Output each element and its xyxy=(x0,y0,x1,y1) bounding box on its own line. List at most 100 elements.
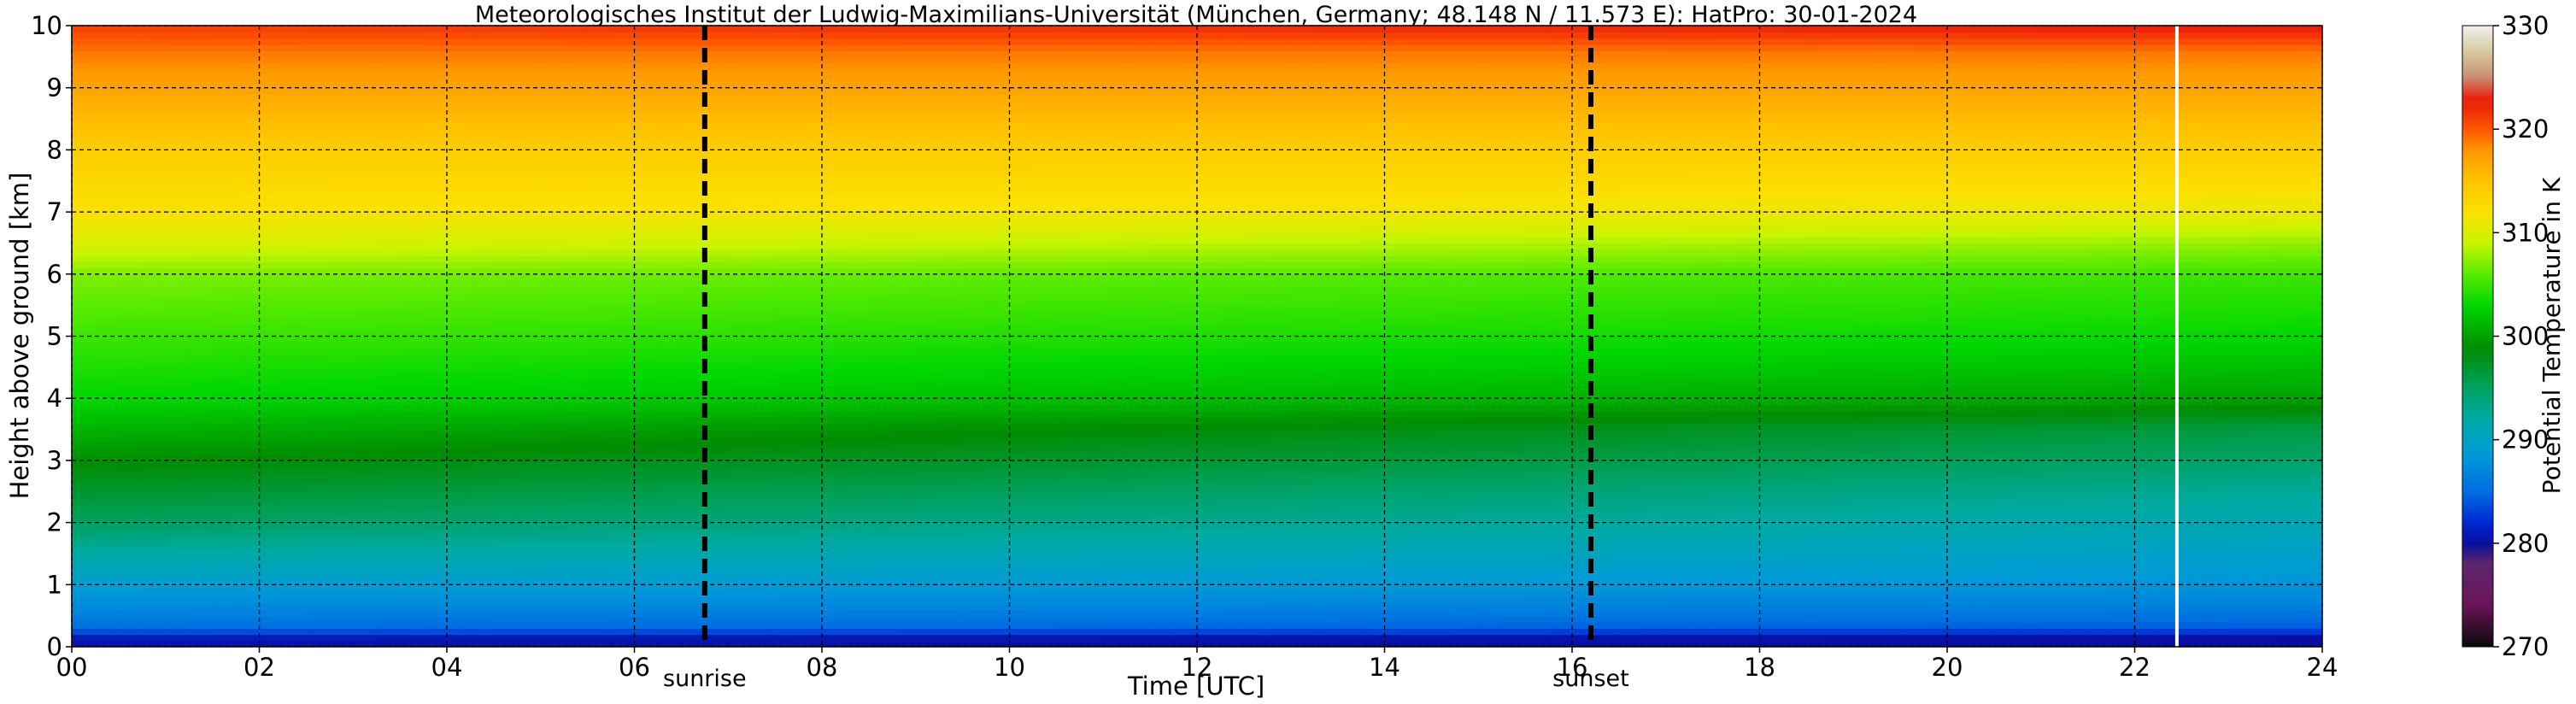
heatmap-cell xyxy=(728,298,753,306)
heatmap-cell xyxy=(1079,435,1105,443)
heatmap-cell xyxy=(634,342,659,349)
heatmap-cell xyxy=(1220,516,1245,524)
heatmap-cell xyxy=(1150,596,1175,604)
heatmap-cell xyxy=(212,255,237,263)
heatmap-cell xyxy=(1150,547,1175,554)
heatmap-cell xyxy=(1056,566,1081,573)
heatmap-cell xyxy=(868,385,894,393)
heatmap-cell xyxy=(1103,125,1128,132)
heatmap-cell xyxy=(704,50,730,58)
heatmap-cell xyxy=(962,466,987,474)
heatmap-cell xyxy=(447,68,472,76)
heatmap-cell xyxy=(657,472,683,480)
heatmap-cell xyxy=(447,429,472,437)
heatmap-cell xyxy=(447,56,472,64)
heatmap-cell xyxy=(259,187,284,195)
heatmap-cell xyxy=(353,280,378,288)
heatmap-cell xyxy=(939,478,964,486)
heatmap-cell xyxy=(376,38,401,45)
heatmap-cell xyxy=(1197,385,1222,393)
heatmap-cell xyxy=(540,119,565,126)
heatmap-cell xyxy=(751,541,776,549)
heatmap-cell xyxy=(1126,255,1151,263)
heatmap-cell xyxy=(72,237,97,244)
heatmap-cell xyxy=(822,292,847,300)
heatmap-cell xyxy=(1197,161,1222,170)
heatmap-cell xyxy=(517,317,542,325)
heatmap-cell xyxy=(447,187,472,195)
heatmap-cell xyxy=(939,560,964,567)
heatmap-cell xyxy=(775,273,800,281)
heatmap-cell xyxy=(282,560,308,567)
heatmap-cell xyxy=(118,448,144,455)
heatmap-cell xyxy=(704,404,730,412)
heatmap-cell xyxy=(1173,106,1198,114)
heatmap-cell xyxy=(868,442,894,449)
heatmap-cell xyxy=(728,193,753,201)
heatmap-cell xyxy=(353,615,378,623)
heatmap-cell xyxy=(798,311,823,319)
heatmap-cell xyxy=(540,516,565,524)
heatmap-cell xyxy=(939,503,964,511)
heatmap-cell xyxy=(212,267,237,275)
heatmap-cell xyxy=(939,255,964,263)
heatmap-cell xyxy=(212,168,237,176)
heatmap-cell xyxy=(587,516,612,524)
heatmap-cell xyxy=(72,336,97,343)
heatmap-cell xyxy=(329,478,355,486)
heatmap-cell xyxy=(493,317,519,325)
heatmap-cell xyxy=(681,361,706,368)
heatmap-cell xyxy=(1032,44,1058,51)
heatmap-cell xyxy=(728,423,753,431)
heatmap-cell xyxy=(751,224,776,232)
heatmap-cell xyxy=(1032,273,1058,281)
heatmap-cell xyxy=(1220,590,1245,598)
heatmap-cell xyxy=(962,442,987,449)
heatmap-cell xyxy=(775,298,800,306)
heatmap-cell xyxy=(868,491,894,499)
heatmap-cell xyxy=(1009,522,1034,530)
heatmap-cell xyxy=(728,472,753,480)
heatmap-cell xyxy=(1197,317,1222,325)
heatmap-cell xyxy=(118,237,144,244)
heatmap-cell xyxy=(1032,497,1058,505)
heatmap-cell xyxy=(751,336,776,343)
heatmap-cell xyxy=(72,155,97,163)
heatmap-cell xyxy=(1103,417,1128,425)
heatmap-cell xyxy=(329,298,355,306)
heatmap-cell xyxy=(751,212,776,220)
heatmap-cell xyxy=(1173,161,1198,170)
heatmap-cell xyxy=(728,609,753,617)
heatmap-cell xyxy=(376,553,401,561)
heatmap-cell xyxy=(306,454,331,461)
heatmap-cell xyxy=(915,75,940,83)
heatmap-cell xyxy=(822,491,847,499)
heatmap-cell xyxy=(165,355,190,362)
heatmap-cell xyxy=(353,187,378,195)
heatmap-cell xyxy=(165,584,190,592)
heatmap-cell xyxy=(915,81,940,89)
heatmap-cell xyxy=(657,379,683,387)
heatmap-cell xyxy=(1079,497,1105,505)
heatmap-cell xyxy=(400,26,425,33)
heatmap-cell xyxy=(353,292,378,300)
heatmap-cell xyxy=(751,603,776,611)
heatmap-cell xyxy=(1126,547,1151,554)
heatmap-cell xyxy=(376,75,401,83)
heatmap-cell xyxy=(447,26,472,33)
heatmap-cell xyxy=(1009,535,1034,543)
heatmap-cell xyxy=(282,522,308,530)
heatmap-cell xyxy=(236,255,261,263)
heatmap-cell xyxy=(282,106,308,114)
heatmap-cell xyxy=(142,528,167,536)
heatmap-cell xyxy=(447,609,472,617)
heatmap-cell xyxy=(587,32,612,39)
heatmap-cell xyxy=(1103,93,1128,102)
heatmap-cell xyxy=(634,161,659,170)
heatmap-cell xyxy=(845,535,870,543)
heatmap-cell xyxy=(845,566,870,573)
heatmap-cell xyxy=(470,609,495,617)
heatmap-cell xyxy=(704,87,730,95)
heatmap-cell xyxy=(1150,355,1175,362)
heatmap-cell xyxy=(95,32,120,39)
